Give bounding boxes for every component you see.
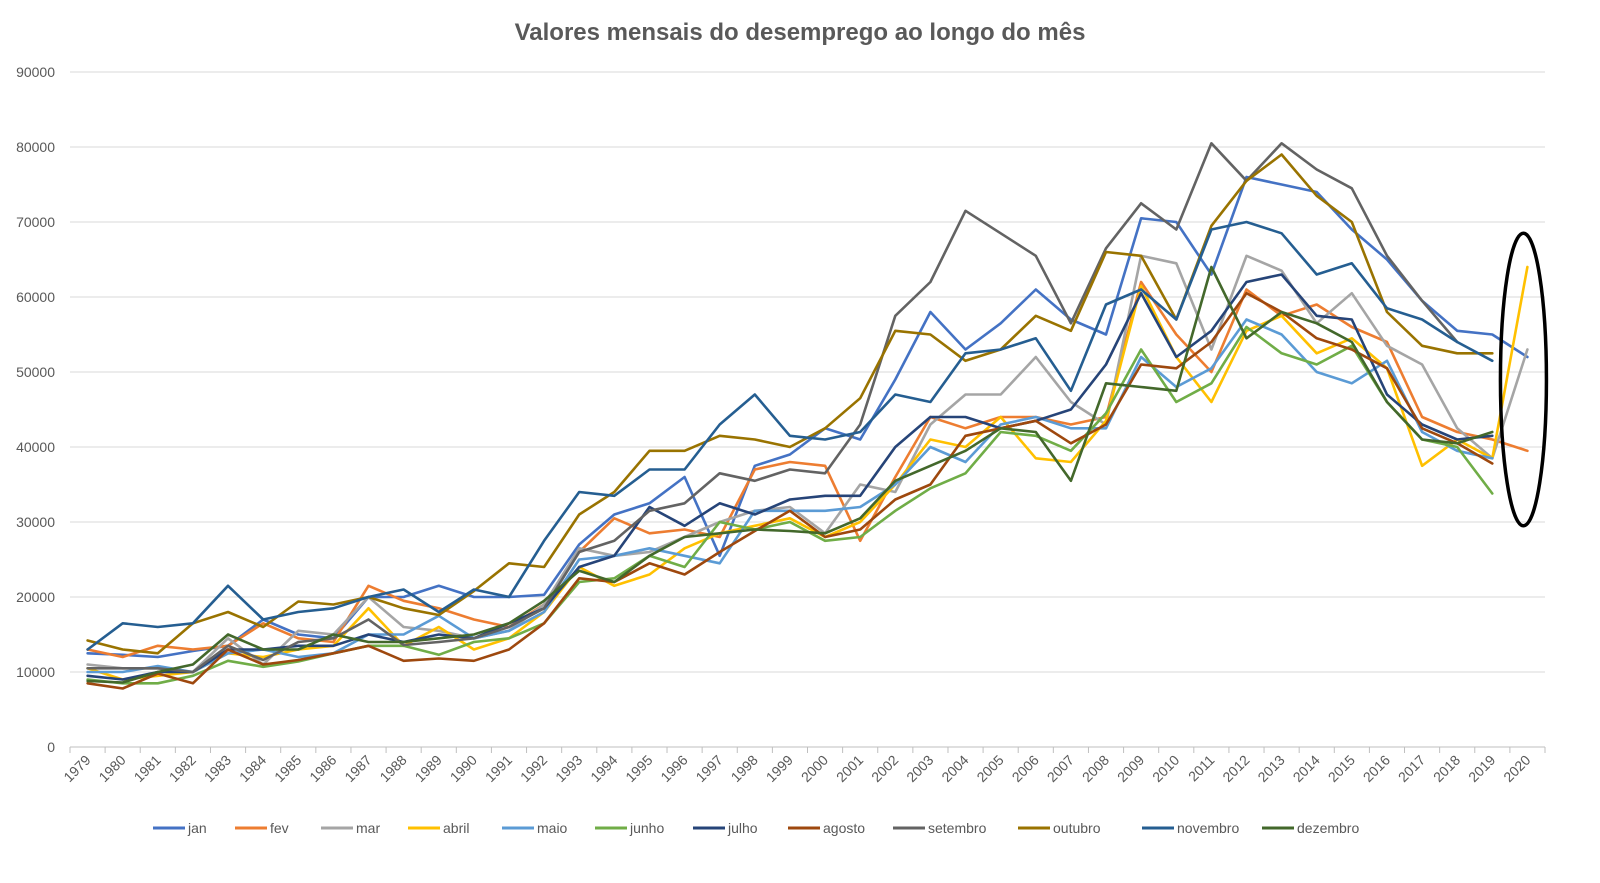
x-tick-label: 1979 (60, 752, 93, 785)
series-line-agosto (86, 291, 1494, 690)
series-line-setembro (86, 142, 1459, 674)
x-tick-label: 2019 (1465, 752, 1498, 785)
y-tick-label: 70000 (16, 214, 55, 230)
x-tick-label: 1994 (587, 752, 620, 785)
legend-label-jan: jan (187, 820, 207, 836)
x-tick-label: 1984 (236, 752, 269, 785)
series-line-abril (86, 265, 1529, 681)
x-tick-label: 1987 (341, 752, 374, 785)
legend-label-maio: maio (537, 820, 568, 836)
x-tick-label: 1999 (763, 752, 796, 785)
x-tick-label: 2006 (1009, 752, 1042, 785)
x-tick-label: 2000 (798, 752, 831, 785)
y-tick-label: 40000 (16, 439, 55, 455)
x-tick-label: 2015 (1325, 752, 1358, 785)
x-tick-label: 2018 (1430, 752, 1463, 785)
y-tick-label: 80000 (16, 139, 55, 155)
x-tick-label: 2017 (1395, 752, 1428, 785)
x-tick-label: 2001 (833, 752, 866, 785)
legend-label-mar: mar (356, 820, 380, 836)
grid-layer (70, 71, 1545, 748)
y-tick-label: 60000 (16, 289, 55, 305)
x-tick-label: 1989 (412, 752, 445, 785)
x-tick-label: 2005 (973, 752, 1006, 785)
x-tick-label: 1982 (166, 752, 199, 785)
y-tick-label: 20000 (16, 589, 55, 605)
y-tick-label: 90000 (16, 64, 55, 80)
series-layer (86, 142, 1529, 690)
x-tick-label: 2011 (1185, 752, 1218, 785)
y-tick-label: 0 (47, 739, 55, 755)
highlight-ellipse (1498, 231, 1549, 528)
series-line-outubro (86, 153, 1494, 655)
x-axis: 1979 1980 1981 1982 1983 1984 1985 1986 1987 1988… (60, 746, 1546, 785)
legend-label-fev: fev (270, 820, 289, 836)
annotation-layer (1498, 231, 1549, 528)
legend-label-agosto: agosto (823, 820, 865, 836)
legend-label-abril: abril (443, 820, 469, 836)
y-tick-label: 30000 (16, 514, 55, 530)
x-tick-label: 1991 (482, 752, 515, 785)
x-tick-label: 1985 (271, 752, 304, 785)
x-tick-label: 1981 (131, 752, 164, 785)
x-tick-label: 1990 (447, 752, 480, 785)
x-tick-label: 1997 (692, 752, 725, 785)
x-tick-label: 1980 (95, 752, 128, 785)
x-tick-label: 2013 (1254, 752, 1287, 785)
x-tick-label: 2014 (1290, 752, 1323, 785)
x-tick-label: 2004 (938, 752, 971, 785)
legend-label-julho: julho (727, 820, 758, 836)
x-tick-label: 2020 (1500, 752, 1533, 785)
x-tick-label: 2002 (868, 752, 901, 785)
series-line-dezembro (86, 265, 1494, 684)
series-line-jan (86, 175, 1529, 659)
x-tick-label: 2016 (1360, 752, 1393, 785)
x-tick-label: 2010 (1149, 752, 1182, 785)
legend-label-setembro: setembro (928, 820, 987, 836)
legend: jan fev mar abril maio junho julho agosto setemb… (153, 820, 1359, 836)
y-axis-tick-labels: 0 10000 20000 30000 40000 50000 60000 70000 8000… (16, 64, 55, 755)
x-tick-label: 1988 (376, 752, 409, 785)
x-tick-label: 1983 (201, 752, 234, 785)
legend-label-dezembro: dezembro (1297, 820, 1359, 836)
x-tick-label: 2003 (903, 752, 936, 785)
legend-label-novembro: novembro (1177, 820, 1239, 836)
y-tick-label: 50000 (16, 364, 55, 380)
x-tick-label: 1986 (306, 752, 339, 785)
y-tick-label: 10000 (16, 664, 55, 680)
legend-label-outubro: outubro (1053, 820, 1101, 836)
x-tick-label: 2012 (1219, 752, 1252, 785)
x-tick-label: 1993 (552, 752, 585, 785)
x-tick-label: 1996 (657, 752, 690, 785)
legend-label-junho: junho (629, 820, 664, 836)
x-tick-label: 2008 (1079, 752, 1112, 785)
series-line-julho (86, 273, 1494, 681)
x-tick-label: 2007 (1044, 752, 1077, 785)
series-line-novembro (86, 220, 1494, 651)
x-tick-label: 1998 (728, 752, 761, 785)
x-tick-label: 1992 (517, 752, 550, 785)
x-tick-label: 2009 (1114, 752, 1147, 785)
x-tick-label: 1995 (622, 752, 655, 785)
chart-title: Valores mensais do desemprego ao longo d… (515, 19, 1086, 46)
